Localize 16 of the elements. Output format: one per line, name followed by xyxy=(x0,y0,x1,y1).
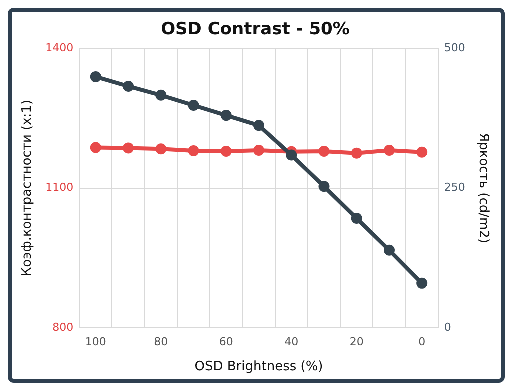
x-tick-label: 0 xyxy=(418,336,426,349)
y-axis-title: Коэф.контрастности (x:1) xyxy=(20,100,36,277)
y2-tick-label: 500 xyxy=(444,41,466,54)
x-tick-label: 40 xyxy=(284,336,299,349)
x-tick-label: 100 xyxy=(85,336,106,349)
x-tick-label: 20 xyxy=(350,336,364,349)
y-tick-label: 1100 xyxy=(46,181,74,194)
y-tick-label: 800 xyxy=(52,321,74,334)
y2-tick-label: 250 xyxy=(444,181,466,194)
x-axis-title: OSD Brightness (%) xyxy=(194,360,324,375)
y-tick-label: 1400 xyxy=(46,41,74,54)
x-tick-label: 60 xyxy=(219,336,234,349)
chart-title: OSD Contrast - 50% xyxy=(161,20,350,40)
x-tick-label: 80 xyxy=(154,336,168,349)
y2-axis-title: Яркость (cd/m2) xyxy=(476,133,491,244)
y2-tick-label: 0 xyxy=(444,321,452,334)
